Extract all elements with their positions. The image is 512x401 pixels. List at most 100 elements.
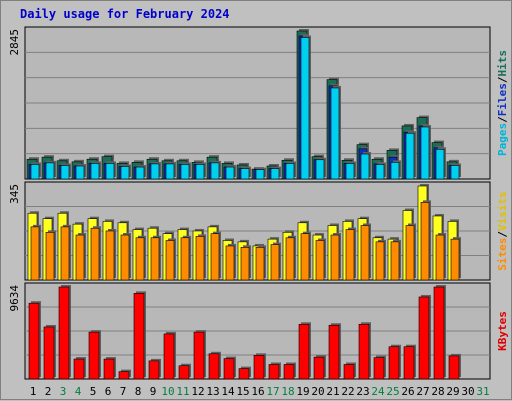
bar-kbytes-day-13 [208,353,220,380]
legend-sites: Sites [496,238,509,271]
legend-separator: / [496,76,509,83]
legend-hits: Hits [496,50,509,77]
bar-sites-day-10 [165,240,175,281]
bar-pages-day-7 [120,166,130,180]
day-label-16: 16 [251,385,264,398]
day-label-30: 30 [461,385,474,398]
bar-pages-day-5 [90,163,100,180]
bar-sites-day-4 [75,234,85,281]
chart-title: Daily usage for February 2024 [20,7,230,21]
bar-pages-day-14 [225,166,235,180]
bar-sites-day-15 [240,247,250,281]
bar-pages-day-17 [270,168,280,180]
bar-sites-day-7 [120,234,130,281]
bar-pages-day-4 [75,165,85,180]
bar-kbytes-day-25 [388,346,400,380]
bar-kbytes-day-1 [28,302,40,380]
bar-sites-day-16 [255,247,265,281]
bar-pages-day-10 [165,163,175,180]
day-label-4: 4 [75,385,82,398]
day-label-21: 21 [326,385,339,398]
bar-pages-day-29 [450,165,460,180]
day-label-19: 19 [296,385,309,398]
bar-pages-day-20 [315,159,325,180]
legend-files: Files [496,83,509,116]
legend-hits_files_pages: Pages/Files/Hits [496,50,509,156]
bar-pages-day-18 [285,163,295,180]
bar-sites-day-22 [345,229,355,281]
legend-kbytes: KBytes [496,311,509,351]
bar-sites-day-18 [285,237,295,281]
bar-sites-day-1 [30,226,40,281]
day-label-25: 25 [386,385,399,398]
day-label-22: 22 [341,385,354,398]
bar-kbytes-day-16 [253,355,265,380]
day-label-27: 27 [416,385,429,398]
legend-visits: Visits [496,191,509,231]
bar-kbytes-day-26 [403,346,415,380]
legend-kbytes: KBytes [496,311,509,351]
bar-kbytes-day-19 [298,323,310,380]
day-label-18: 18 [281,385,294,398]
bar-kbytes-day-2 [43,326,55,380]
bar-kbytes-day-11 [178,365,190,380]
day-label-28: 28 [431,385,444,398]
ymax-label-hits_files_pages: 2845 [8,29,21,56]
day-label-2: 2 [45,385,52,398]
bar-pages-day-27 [420,126,430,180]
legend-separator: / [496,116,509,123]
bar-kbytes-day-12 [193,331,205,380]
day-label-29: 29 [446,385,459,398]
bar-pages-day-22 [345,163,355,180]
bar-kbytes-day-10 [163,333,175,380]
day-label-10: 10 [161,385,174,398]
bar-kbytes-day-21 [328,324,340,380]
bar-sites-day-24 [375,241,385,281]
legend-separator: / [496,231,509,238]
bar-sites-day-2 [45,232,55,281]
bar-kbytes-day-8 [133,293,145,380]
bar-sites-day-27 [420,202,430,281]
bar-pages-day-15 [240,168,250,180]
bar-sites-day-19 [300,233,310,281]
day-label-11: 11 [176,385,189,398]
bar-kbytes-day-28 [433,286,445,380]
bar-kbytes-day-4 [73,358,85,380]
day-label-20: 20 [311,385,324,398]
bar-kbytes-day-3 [58,286,70,380]
bar-pages-day-21 [330,87,340,180]
bar-sites-day-25 [390,241,400,281]
bar-kbytes-day-24 [373,357,385,380]
bar-sites-day-11 [180,237,190,281]
bar-sites-day-8 [135,237,145,281]
day-label-15: 15 [236,385,249,398]
bar-kbytes-day-15 [238,368,250,380]
day-label-7: 7 [120,385,127,398]
day-label-12: 12 [191,385,204,398]
bar-sites-day-28 [435,234,445,281]
bar-sites-day-17 [270,244,280,281]
bar-sites-day-6 [105,230,115,281]
bar-pages-day-24 [375,164,385,180]
bar-sites-day-9 [150,237,160,281]
bar-kbytes-day-6 [103,358,115,380]
bar-pages-day-25 [390,162,400,180]
bar-sites-day-12 [195,236,205,281]
bar-kbytes-day-29 [448,355,460,380]
day-label-5: 5 [90,385,97,398]
bar-sites-day-26 [405,225,415,281]
bar-pages-day-11 [180,164,190,180]
bar-kbytes-day-18 [283,364,295,380]
legend-visits_sites: Sites/Visits [496,191,509,271]
bar-pages-day-23 [360,153,370,180]
bar-kbytes-day-23 [358,323,370,380]
bar-sites-day-14 [225,245,235,281]
bar-pages-day-1 [30,164,40,180]
bar-kbytes-day-22 [343,364,355,380]
day-label-6: 6 [105,385,112,398]
day-label-31: 31 [476,385,489,398]
bar-sites-day-29 [450,238,460,281]
bar-sites-day-20 [315,240,325,281]
